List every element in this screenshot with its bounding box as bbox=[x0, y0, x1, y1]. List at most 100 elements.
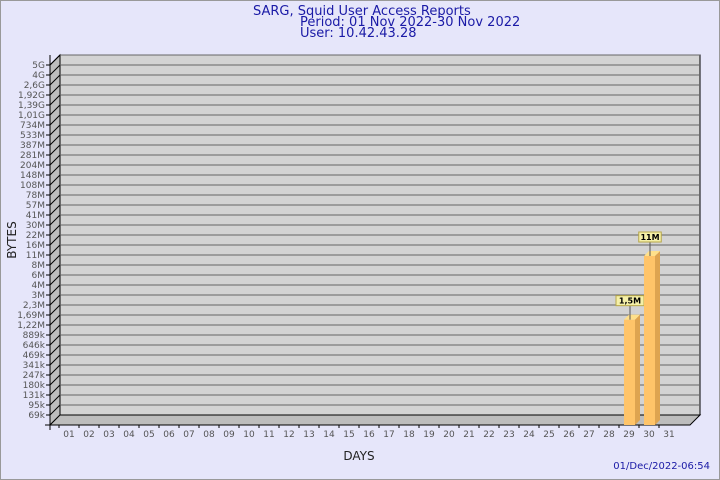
y-tick-label: 247k bbox=[23, 371, 46, 381]
x-tick-label: 04 bbox=[123, 430, 135, 440]
x-tick-label: 11 bbox=[263, 430, 274, 440]
y-tick-slant bbox=[49, 274, 61, 286]
x-tick-label: 17 bbox=[383, 430, 394, 440]
chart-title: SARG, Squid User Access Reports bbox=[253, 4, 471, 19]
y-tick-slant bbox=[49, 114, 61, 126]
y-tick-slant bbox=[49, 84, 61, 96]
y-tick-label: 341k bbox=[23, 361, 46, 371]
x-tick-label: 22 bbox=[483, 430, 494, 440]
y-tick-slant bbox=[49, 314, 61, 326]
y-tick-label: 4M bbox=[32, 281, 46, 291]
y-tick-slant bbox=[49, 64, 61, 76]
x-tick-label: 14 bbox=[323, 430, 335, 440]
x-tick-label: 05 bbox=[143, 430, 154, 440]
y-tick-label: 889k bbox=[23, 331, 46, 341]
x-tick-label: 21 bbox=[463, 430, 474, 440]
data-label: 11M bbox=[640, 233, 659, 242]
x-tick-label: 28 bbox=[603, 430, 615, 440]
y-tick-label: 281M bbox=[20, 151, 45, 161]
x-tick-label: 31 bbox=[663, 430, 674, 440]
bar-30 bbox=[644, 256, 655, 425]
y-tick-slant bbox=[49, 154, 61, 166]
bar-top bbox=[644, 251, 660, 256]
chart-period: Period: 01 Nov 2022-30 Nov 2022 bbox=[300, 15, 521, 30]
y-tick-slant bbox=[49, 164, 61, 176]
y-tick-slant bbox=[49, 94, 61, 106]
y-tick-slant bbox=[49, 374, 61, 386]
y-tick-label: 646k bbox=[23, 341, 46, 351]
y-tick-slant bbox=[49, 204, 61, 216]
floor bbox=[48, 414, 702, 426]
chart-user: User: 10.42.43.28 bbox=[300, 26, 417, 41]
x-tick-label: 16 bbox=[363, 430, 375, 440]
x-tick-label: 09 bbox=[223, 430, 235, 440]
y-tick-label: 22M bbox=[26, 231, 45, 241]
y-tick-slant bbox=[49, 194, 61, 206]
y-tick-slant bbox=[49, 224, 61, 236]
bar-side bbox=[635, 314, 640, 425]
y-tick-slant bbox=[49, 294, 61, 306]
x-tick-label: 27 bbox=[583, 430, 594, 440]
x-tick-label: 13 bbox=[303, 430, 314, 440]
y-tick-label: 108M bbox=[20, 181, 45, 191]
y-tick-label: 1,01G bbox=[18, 111, 45, 121]
x-tick-label: 03 bbox=[103, 430, 114, 440]
y-tick-slant bbox=[49, 384, 61, 396]
y-tick-label: 533M bbox=[20, 131, 45, 141]
y-tick-slant bbox=[49, 74, 61, 86]
y-tick-slant bbox=[49, 124, 61, 136]
x-tick-label: 24 bbox=[523, 430, 535, 440]
y-tick-slant bbox=[49, 304, 61, 316]
y-tick-slant bbox=[49, 234, 61, 246]
x-tick-label: 01 bbox=[63, 430, 74, 440]
y-tick-slant bbox=[49, 244, 61, 256]
y-tick-label: 57M bbox=[26, 201, 45, 211]
y-tick-label: 8M bbox=[32, 261, 46, 271]
y-tick-label: 16M bbox=[26, 241, 45, 251]
y-tick-label: 11M bbox=[26, 251, 45, 261]
x-tick-label: 26 bbox=[563, 430, 575, 440]
y-axis-label: BYTES bbox=[5, 221, 19, 258]
y-tick-label: 69k bbox=[28, 411, 45, 421]
y-tick-label: 180k bbox=[23, 381, 46, 391]
x-tick-label: 07 bbox=[183, 430, 194, 440]
y-tick-label: 131k bbox=[23, 391, 46, 401]
y-tick-label: 2,3M bbox=[23, 301, 45, 311]
y-tick-label: 469k bbox=[23, 351, 46, 361]
x-tick-label: 29 bbox=[623, 430, 635, 440]
report-timestamp: 01/Dec/2022-06:54 bbox=[613, 461, 710, 472]
y-tick-label: 204M bbox=[20, 161, 45, 171]
y-tick-label: 1,92G bbox=[18, 91, 45, 101]
bar-side bbox=[655, 251, 660, 425]
x-tick-label: 15 bbox=[343, 430, 354, 440]
y-tick-label: 95k bbox=[28, 401, 45, 411]
x-tick-label: 20 bbox=[443, 430, 455, 440]
y-tick-slant bbox=[49, 144, 61, 156]
y-tick-slant bbox=[49, 174, 61, 186]
y-tick-label: 1,69M bbox=[17, 311, 45, 321]
y-tick-slant bbox=[49, 264, 61, 276]
y-tick-slant bbox=[49, 334, 61, 346]
y-tick-slant bbox=[49, 324, 61, 336]
x-tick-label: 06 bbox=[163, 430, 175, 440]
x-tick-label: 23 bbox=[503, 430, 514, 440]
y-tick-slant bbox=[49, 354, 61, 366]
y-tick-slant bbox=[49, 134, 61, 146]
y-tick-slant bbox=[49, 394, 61, 406]
x-tick-label: 19 bbox=[423, 430, 435, 440]
y-tick-label: 1,22M bbox=[17, 321, 45, 331]
y-tick-label: 148M bbox=[20, 171, 45, 181]
y-tick-label: 30M bbox=[26, 221, 45, 231]
y-tick-label: 3M bbox=[32, 291, 46, 301]
y-tick-slant bbox=[49, 104, 61, 116]
x-tick-label: 10 bbox=[243, 430, 255, 440]
y-tick-label: 1,39G bbox=[18, 101, 45, 111]
data-label-box bbox=[638, 231, 662, 243]
bar-top bbox=[624, 314, 640, 320]
y-tick-slant bbox=[49, 364, 61, 376]
x-tick-label: 25 bbox=[543, 430, 554, 440]
y-tick-slant bbox=[49, 254, 61, 266]
x-tick-label: 02 bbox=[83, 430, 94, 440]
y-tick-slant bbox=[49, 344, 61, 356]
